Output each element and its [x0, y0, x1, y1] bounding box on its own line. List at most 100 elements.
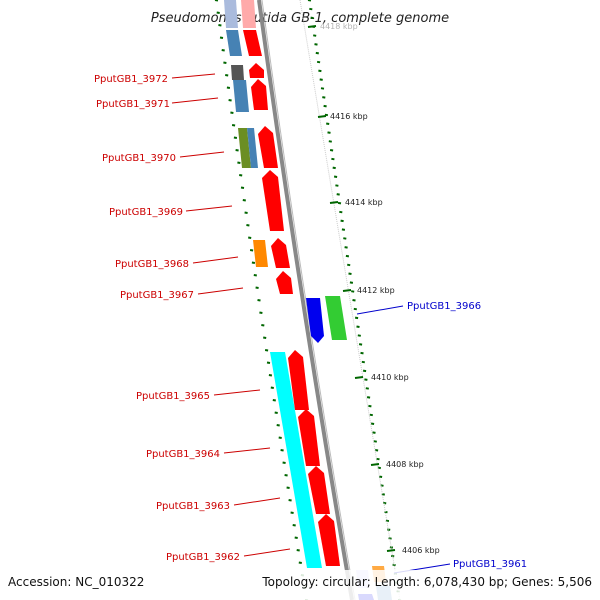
genome-title: Pseudomonas putida GB-1, complete genome [151, 11, 449, 26]
outer-tick [344, 246, 348, 249]
outer-tick [352, 299, 356, 302]
gene-3971-red-arrow-icon[interactable] [251, 79, 268, 110]
inner-tick [282, 461, 286, 464]
inner-tick [235, 149, 239, 152]
inner-tick [284, 474, 288, 477]
gene-label-3963[interactable]: PputGB1_3963 [156, 501, 230, 512]
gene-label-3966[interactable]: PputGB1_3966 [407, 301, 481, 312]
gene-3963-red-arrow-icon[interactable] [308, 466, 330, 514]
outer-tick [333, 175, 338, 178]
gene-label-3969[interactable]: PputGB1_3969 [109, 207, 183, 218]
outer-tick [373, 440, 377, 443]
gene-label-3962[interactable]: PputGB1_3962 [166, 552, 240, 563]
outer-tick [318, 69, 322, 73]
gene-3968-orange-icon[interactable] [253, 240, 268, 267]
gene-features [224, 0, 392, 600]
outer-tick [356, 325, 360, 328]
outer-tick [343, 237, 347, 240]
kbp-label-4418: 4418 kbp [320, 22, 358, 31]
inner-tick [226, 86, 231, 89]
outer-tick [361, 360, 365, 364]
outer-tick [310, 16, 314, 20]
inner-tick [223, 61, 227, 64]
kbp-label-4410: 4410 kbp [371, 373, 409, 382]
inner-tick [257, 299, 261, 302]
gene-3962-red-arrow-icon[interactable] [318, 514, 340, 566]
inner-tick [280, 449, 284, 452]
outer-tick [323, 104, 327, 108]
outer-tick [372, 431, 376, 434]
inner-tick [221, 49, 225, 52]
gene-3971-steelblue-icon[interactable] [233, 80, 249, 112]
outer-tick [309, 7, 313, 11]
gene-3972-red-arrow-icon[interactable] [249, 63, 264, 78]
outer-tick [374, 449, 379, 452]
outer-tick [391, 554, 395, 558]
gene-3966-blue-arrow-icon[interactable] [306, 298, 324, 343]
inner-tick [216, 11, 220, 14]
outer-tick [316, 60, 321, 64]
outer-tick [324, 113, 329, 117]
outer-tick [339, 210, 343, 214]
gene-label-3965[interactable]: PputGB1_3965 [136, 391, 210, 402]
gene-3972-gray-icon[interactable] [231, 65, 244, 80]
inner-tick [263, 336, 267, 339]
gene-3966-green-icon[interactable] [325, 296, 347, 340]
outer-tick [329, 149, 334, 152]
inner-tick [298, 561, 302, 564]
inner-tick [266, 361, 271, 364]
gene-3970-steelblue-icon[interactable] [247, 128, 258, 168]
outer-tick [314, 43, 318, 46]
right-gene-labels: PputGB1_3966 PputGB1_3961 [356, 301, 527, 574]
footer-background [0, 570, 600, 600]
accession-text: Accession: NC_010322 [8, 575, 144, 589]
inner-tick [259, 311, 263, 314]
gene-label-3964[interactable]: PputGB1_3964 [146, 449, 220, 460]
gene-label-3971[interactable]: PputGB1_3971 [96, 99, 170, 110]
gene-3964-red-arrow-icon[interactable] [298, 409, 320, 466]
outer-tick [315, 51, 319, 55]
outer-tick [385, 519, 390, 523]
inner-tick [219, 36, 224, 39]
inner-tick [246, 224, 250, 227]
topology-text: Topology: circular; Length: 6,078,430 bp… [261, 575, 592, 589]
inner-tick [268, 374, 273, 377]
inner-tick [249, 249, 254, 252]
outer-tick [313, 34, 317, 37]
inner-tick [248, 236, 252, 239]
gene-3968-red-arrow-icon[interactable] [271, 238, 290, 268]
gene-label-3961[interactable]: PputGB1_3961 [453, 559, 527, 570]
gene-label-3968[interactable]: PputGB1_3968 [115, 259, 189, 270]
gene-label-3972[interactable]: PputGB1_3972 [94, 74, 168, 85]
gene-3973-top-pale2-icon[interactable] [241, 0, 256, 28]
gene-label-3967[interactable]: PputGB1_3967 [120, 290, 194, 301]
genome-backbone [257, 0, 356, 600]
gene-3965-3962-cyan-icon[interactable] [270, 352, 322, 568]
gene-label-3970[interactable]: PputGB1_3970 [102, 153, 176, 164]
gene-3973-red-icon[interactable] [243, 30, 262, 56]
gene-3970-red-arrow-icon[interactable] [258, 126, 278, 168]
inner-tick [292, 524, 296, 527]
inner-tick [276, 424, 280, 427]
outer-tick [370, 422, 375, 425]
outer-tick [360, 351, 364, 355]
outer-tick [357, 334, 361, 337]
inner-tick [272, 399, 276, 402]
gene-3973-top-pale-icon[interactable] [224, 0, 238, 28]
outer-tick [349, 281, 354, 284]
gene-3970-olive-icon[interactable] [238, 128, 251, 168]
inner-tick [288, 499, 292, 502]
inner-tick [270, 386, 274, 389]
gene-3967-red-arrow-icon[interactable] [276, 271, 293, 294]
outer-tick [332, 166, 336, 170]
outer-tick [328, 140, 332, 143]
outer-tick [387, 528, 391, 531]
inner-tick [278, 436, 282, 439]
kbp-label-4406: 4406 kbp [402, 546, 440, 555]
gene-3969-red-arrow-icon[interactable] [262, 170, 284, 231]
outer-tick [365, 387, 369, 390]
gene-3973-steelblue-icon[interactable] [226, 30, 242, 56]
inner-tick [255, 286, 259, 289]
gene-3965-red-arrow-icon[interactable] [288, 350, 309, 410]
